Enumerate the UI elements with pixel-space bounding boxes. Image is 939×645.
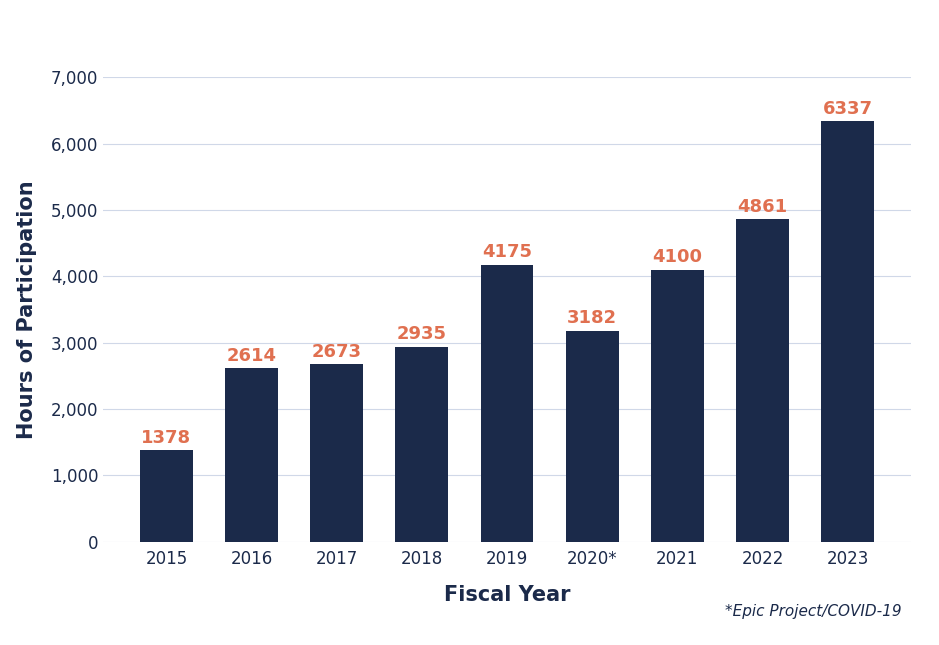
Bar bbox=[481, 265, 533, 542]
Text: 4100: 4100 bbox=[653, 248, 702, 266]
Bar bbox=[225, 368, 278, 542]
Text: 4861: 4861 bbox=[737, 197, 788, 215]
Bar bbox=[310, 364, 363, 542]
Y-axis label: Hours of Participation: Hours of Participation bbox=[17, 181, 37, 439]
Bar bbox=[395, 347, 448, 542]
Bar bbox=[140, 450, 192, 542]
X-axis label: Fiscal Year: Fiscal Year bbox=[444, 585, 570, 605]
Bar bbox=[736, 219, 789, 542]
Text: 2935: 2935 bbox=[397, 326, 447, 343]
Text: 4175: 4175 bbox=[482, 243, 532, 261]
Text: 2614: 2614 bbox=[226, 347, 277, 364]
Text: 2673: 2673 bbox=[312, 342, 362, 361]
Text: 6337: 6337 bbox=[823, 100, 872, 118]
Text: 3182: 3182 bbox=[567, 309, 617, 327]
Bar bbox=[651, 270, 704, 542]
Bar bbox=[822, 121, 874, 542]
Text: *Epic Project/COVID-19: *Epic Project/COVID-19 bbox=[725, 604, 901, 619]
Bar bbox=[566, 331, 619, 542]
Text: 1378: 1378 bbox=[142, 429, 192, 447]
